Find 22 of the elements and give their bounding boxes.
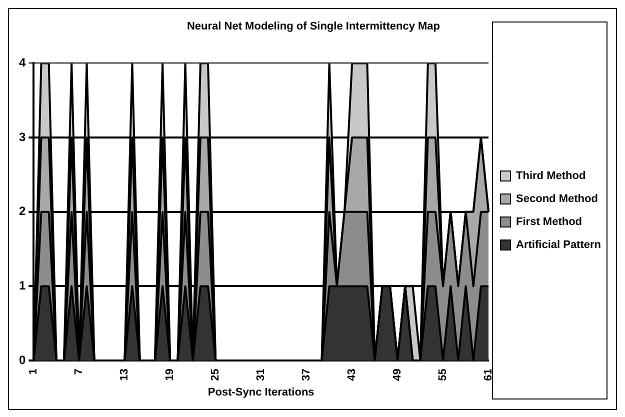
x-tick-label: 25 [210,368,222,381]
x-tick-label: 49 [392,368,404,381]
x-tick-label: 7 [73,368,86,375]
x-tick-label: 61 [482,368,495,381]
legend-label: Third Method [516,170,586,182]
legend-label: Second Method [516,193,598,206]
y-tick-label: 3 [18,130,26,144]
x-tick-label: 37 [300,368,313,381]
y-tick-label: 2 [18,204,26,218]
x-tick-label: 43 [346,368,358,381]
x-tick-label: 13 [118,368,131,381]
x-tick-label: 55 [437,368,450,381]
x-tick-label: 19 [164,368,176,381]
y-tick-label: 4 [18,56,26,70]
legend-label: Artificial Pattern [516,239,602,252]
y-tick-label: 1 [18,278,26,293]
y-tick-label: 0 [18,352,26,367]
legend-label: First Method [516,216,582,228]
chart-title: Neural Net Modeling of Single Intermittency Map [186,20,440,33]
x-tick-label: 31 [255,368,268,381]
x-axis-title: Post-Sync Iterations [208,386,314,398]
x-tick-label: 1 [28,368,40,375]
